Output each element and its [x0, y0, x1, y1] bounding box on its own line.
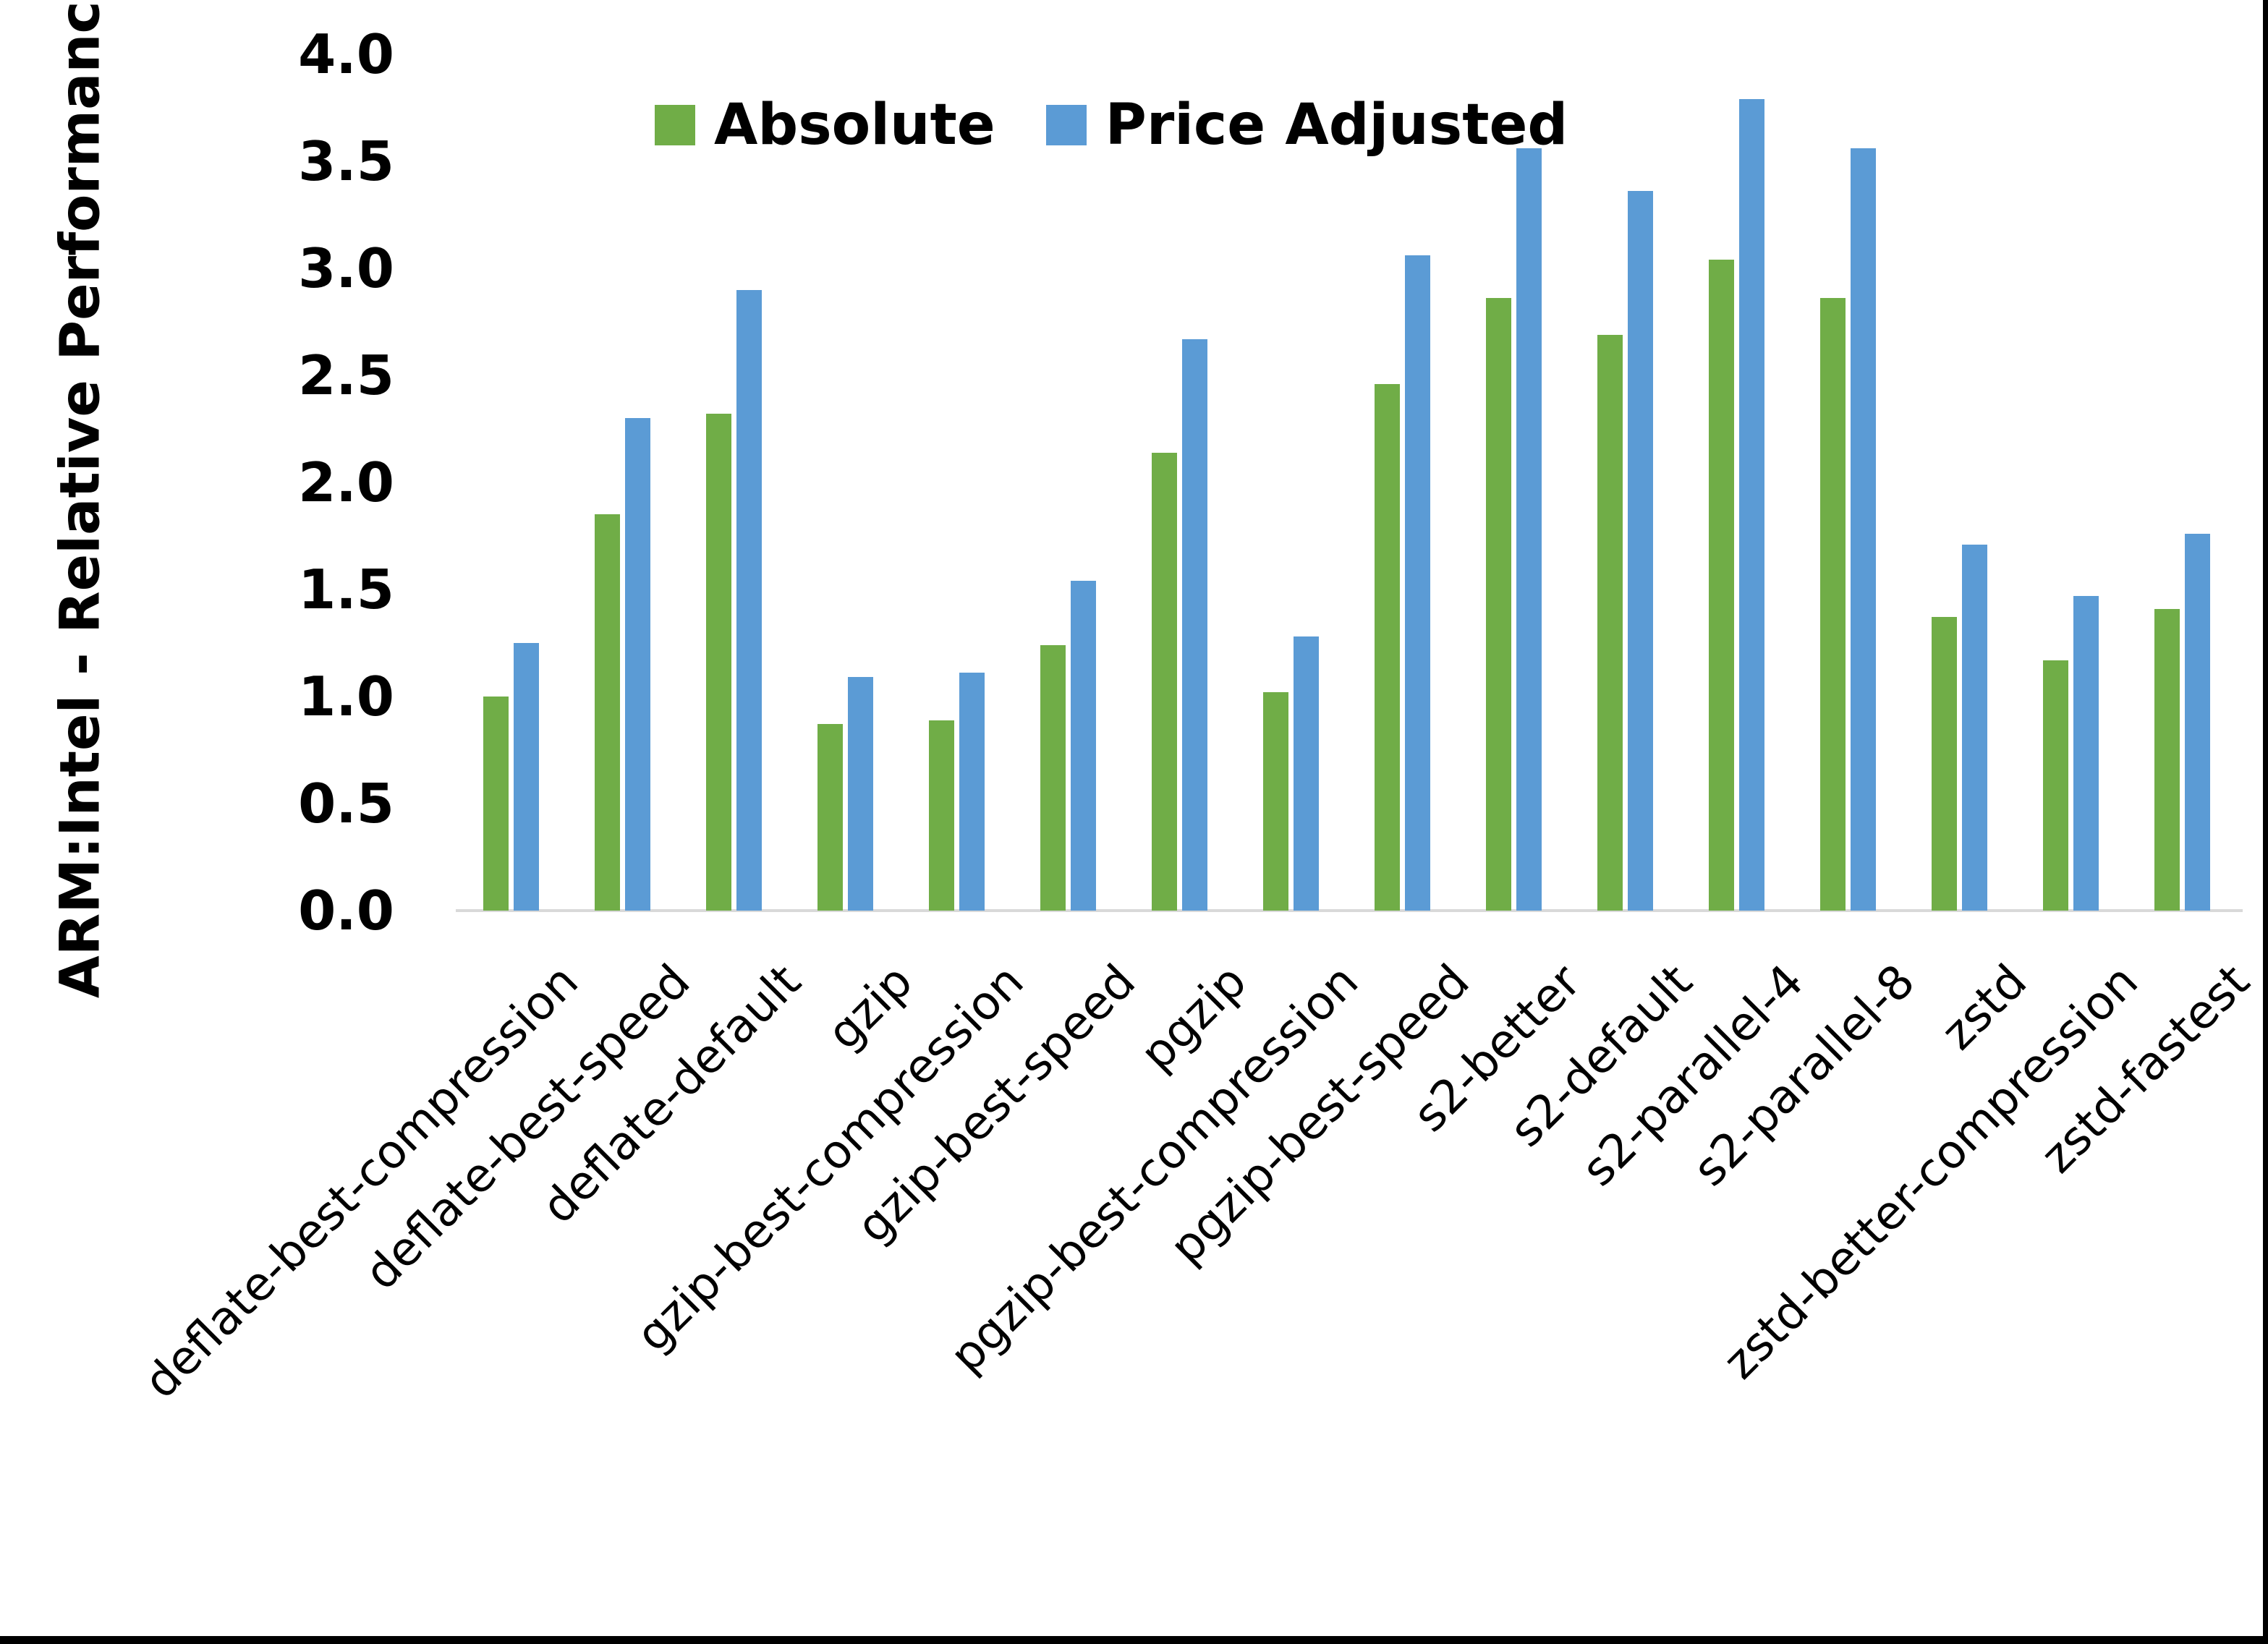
legend: Absolute Price Adjusted — [655, 93, 1568, 158]
y-tick-label-1.5: 1.5 — [298, 558, 394, 621]
bar-absolute-zstd-better-compression — [2043, 660, 2068, 911]
legend-label-absolute: Absolute — [714, 93, 995, 158]
bar-absolute-s2-default — [1597, 335, 1623, 911]
bar-absolute-gzip-best-compression — [929, 720, 954, 911]
bar-price-adjusted-s2-better — [1516, 148, 1542, 911]
bar-price-adjusted-pgzip-best-compression — [1294, 636, 1319, 911]
legend-label-price-adjusted: Price Adjusted — [1105, 93, 1568, 158]
bar-price-adjusted-deflate-default — [736, 290, 762, 911]
bar-absolute-s2-parallel-4 — [1709, 260, 1734, 911]
bar-absolute-pgzip-best-speed — [1375, 384, 1400, 911]
legend-swatch-absolute — [655, 105, 695, 145]
bar-price-adjusted-zstd-better-compression — [2073, 596, 2099, 911]
x-axis-line — [456, 909, 2243, 912]
y-tick-label-2.0: 2.0 — [298, 451, 394, 514]
bar-price-adjusted-s2-parallel-8 — [1851, 148, 1876, 911]
legend-item-absolute: Absolute — [655, 93, 995, 158]
bar-price-adjusted-gzip-best-speed — [1071, 581, 1096, 911]
legend-item-price-adjusted: Price Adjusted — [1045, 93, 1568, 158]
bar-price-adjusted-s2-default — [1628, 191, 1653, 911]
y-tick-label-4.0: 4.0 — [298, 22, 394, 86]
y-tick-label-1.0: 1.0 — [298, 665, 394, 728]
y-tick-label-3.0: 3.0 — [298, 237, 394, 300]
bar-price-adjusted-gzip-best-compression — [959, 673, 985, 911]
bar-absolute-gzip — [817, 724, 843, 911]
bar-price-adjusted-pgzip — [1182, 339, 1207, 911]
bar-absolute-zstd-fastest — [2154, 609, 2180, 911]
bar-price-adjusted-zstd — [1962, 545, 1987, 911]
frame-border-right — [2263, 0, 2268, 1644]
bar-absolute-zstd — [1932, 617, 1957, 911]
bar-absolute-deflate-default — [706, 414, 731, 911]
bar-absolute-s2-parallel-8 — [1820, 298, 1846, 911]
bar-absolute-deflate-best-compression — [483, 697, 509, 911]
bar-price-adjusted-pgzip-best-speed — [1405, 255, 1430, 911]
y-tick-label-3.5: 3.5 — [298, 129, 394, 193]
bar-absolute-deflate-best-speed — [595, 514, 620, 911]
x-category-label-deflate-best-compression: deflate-best-compression — [134, 955, 589, 1410]
y-tick-label-0.5: 0.5 — [298, 772, 394, 835]
bar-absolute-pgzip — [1152, 453, 1177, 911]
bar-price-adjusted-deflate-best-compression — [514, 643, 539, 911]
bar-absolute-pgzip-best-compression — [1263, 692, 1288, 911]
bar-absolute-gzip-best-speed — [1040, 645, 1066, 911]
bar-price-adjusted-s2-parallel-4 — [1739, 99, 1764, 911]
bar-price-adjusted-deflate-best-speed — [625, 418, 650, 911]
bar-price-adjusted-zstd-fastest — [2185, 534, 2210, 911]
y-tick-label-2.5: 2.5 — [298, 344, 394, 407]
legend-swatch-price-adjusted — [1045, 105, 1087, 145]
frame-border-bottom — [0, 1636, 2268, 1644]
bar-absolute-s2-better — [1486, 298, 1511, 911]
y-tick-label-0.0: 0.0 — [298, 879, 394, 942]
bar-price-adjusted-gzip — [848, 677, 873, 911]
y-axis-title: ARM:Intel - Relative Performance — [47, 0, 112, 999]
